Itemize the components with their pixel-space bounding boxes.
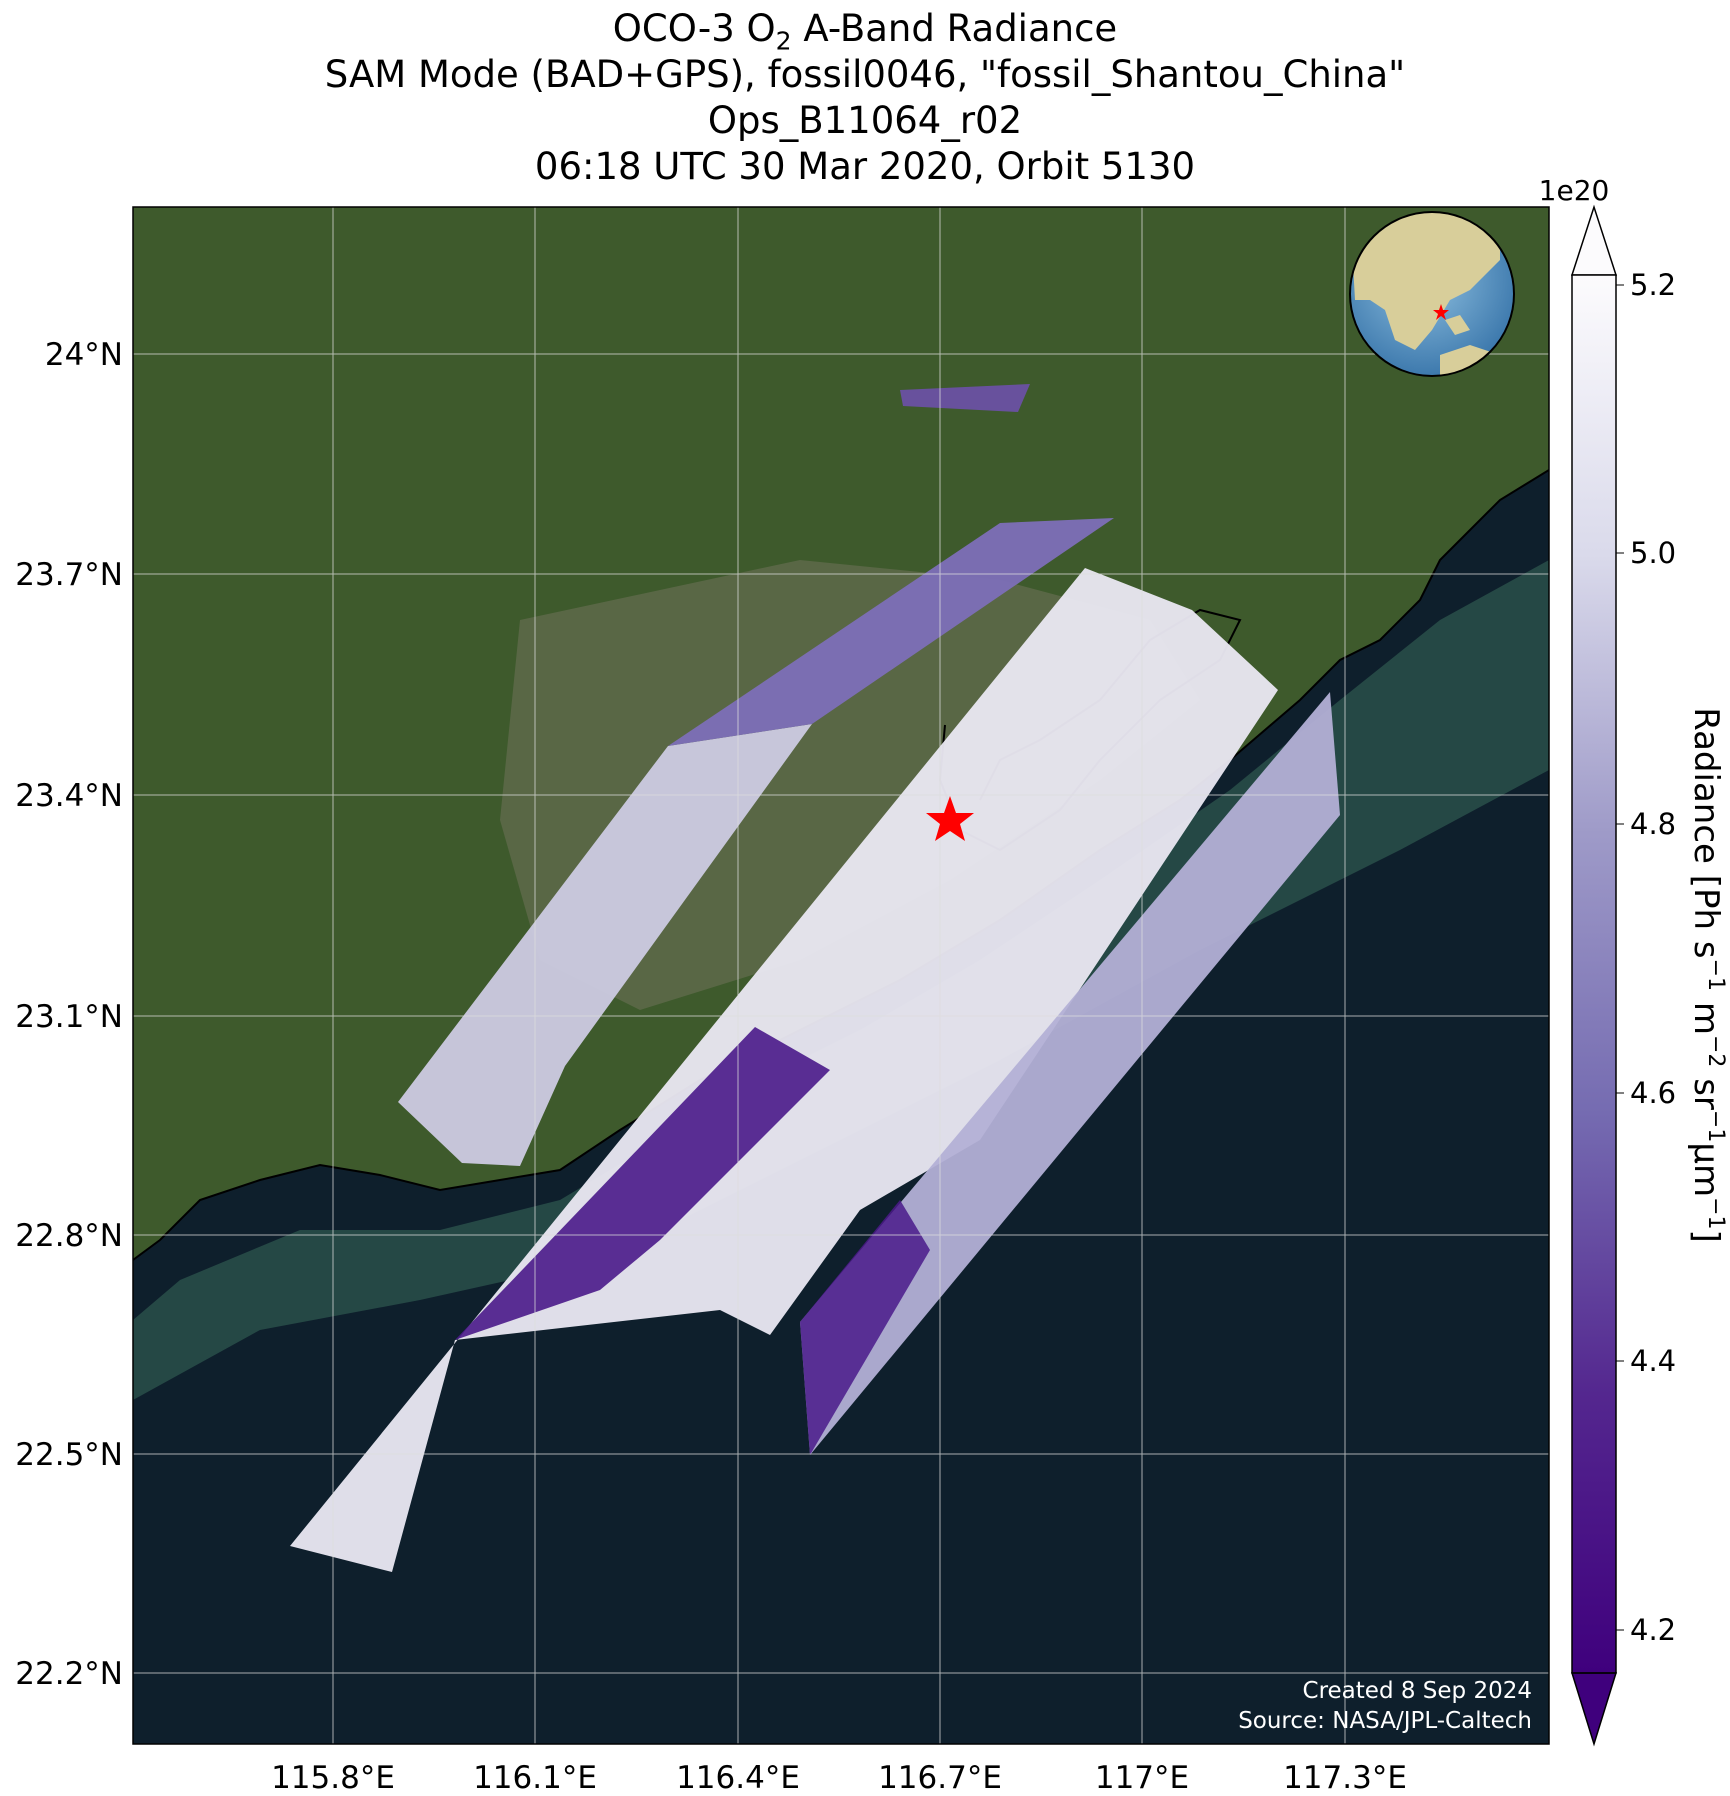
globe-outline [1349, 211, 1515, 377]
colorbar-multiplier: 1e20 [1539, 174, 1610, 207]
swath-strip-north [668, 518, 1114, 746]
lat-tick-label: 22.8°N [15, 1218, 123, 1254]
colorbar-tick-label: 5.0 [1630, 536, 1676, 570]
lon-tick-label: 117°E [1095, 1760, 1189, 1796]
colorbar-frame [1571, 274, 1617, 1674]
lat-tick-label: 22.2°N [15, 1656, 123, 1692]
colorbar-gradient [1572, 275, 1616, 1673]
chart-title-line1: OCO-3 O2 A-Band Radiance [612, 7, 1118, 56]
lat-tick-label: 23.7°N [15, 557, 123, 593]
colorbar-tick-label: 4.2 [1630, 1613, 1676, 1647]
chart-title-line3: Ops_B11064_r02 [707, 99, 1023, 142]
colorbar-extend-max [1570, 204, 1618, 276]
swath-dark-patch-offshore [800, 1200, 930, 1455]
lon-tick-label: 117.3°E [1283, 1760, 1407, 1796]
lon-tick-label: 116.4°E [676, 1760, 800, 1796]
globe-inset [1349, 211, 1515, 377]
globe-star-marker [1433, 304, 1449, 320]
globe-land-islands [1445, 315, 1470, 335]
lat-tick-label: 23.1°N [15, 999, 123, 1035]
map-frame [132, 206, 1550, 1745]
target-star-marker [926, 796, 974, 841]
credit-source: Source: NASA/JPL-Caltech [1238, 1708, 1532, 1734]
colorbar-extend-min [1570, 1672, 1618, 1747]
lat-tick-label: 23.4°N [15, 778, 123, 814]
credit-created: Created 8 Sep 2024 [1303, 1678, 1532, 1704]
credit-text: Created 8 Sep 2024 Source: NASA/JPL-Calt… [1238, 1678, 1532, 1734]
swath-small-patch [900, 384, 1030, 412]
chart-title-line4: 06:18 UTC 30 Mar 2020, Orbit 5130 [534, 145, 1196, 188]
lon-tick-label: 115.8°E [271, 1760, 395, 1796]
globe-land [1350, 212, 1500, 350]
gridlines [133, 207, 1549, 1744]
colorbar-tick-label: 4.6 [1630, 1076, 1676, 1110]
lon-axis: 115.8°E 116.1°E 116.4°E 116.7°E 117°E 11… [271, 1760, 1407, 1796]
colorbar-ticks: 5.2 5.0 4.8 4.6 4.4 4.2 [1616, 268, 1676, 1647]
colorbar-tick-label: 4.8 [1630, 807, 1676, 841]
shallow-coastal-water [133, 560, 1549, 1400]
swath-strip-offshore [800, 692, 1340, 1455]
chart-title-line2: SAM Mode (BAD+GPS), fossil0046, "fossil_… [324, 53, 1406, 96]
lon-tick-label: 116.7°E [878, 1760, 1002, 1796]
colorbar-tick-label: 4.4 [1630, 1344, 1676, 1378]
radiance-swaths [290, 384, 1340, 1572]
colorbar: 1e20 5.2 5.0 4.8 4.6 4.4 4.2 Radiance [P… [1539, 174, 1728, 1747]
colorbar-label: Radiance [Ph s−1 m−2 sr−1μm−1] [1686, 707, 1728, 1243]
swath-dark-band [455, 1027, 830, 1340]
swath-strip-inland [398, 724, 812, 1166]
lat-tick-label: 22.5°N [15, 1437, 123, 1473]
lon-tick-label: 116.1°E [473, 1760, 597, 1796]
colorbar-tick-label: 5.2 [1630, 268, 1676, 302]
lat-tick-label: 24°N [45, 337, 123, 373]
lat-axis: 24°N 23.7°N 23.4°N 23.1°N 22.8°N 22.5°N … [15, 337, 123, 1692]
